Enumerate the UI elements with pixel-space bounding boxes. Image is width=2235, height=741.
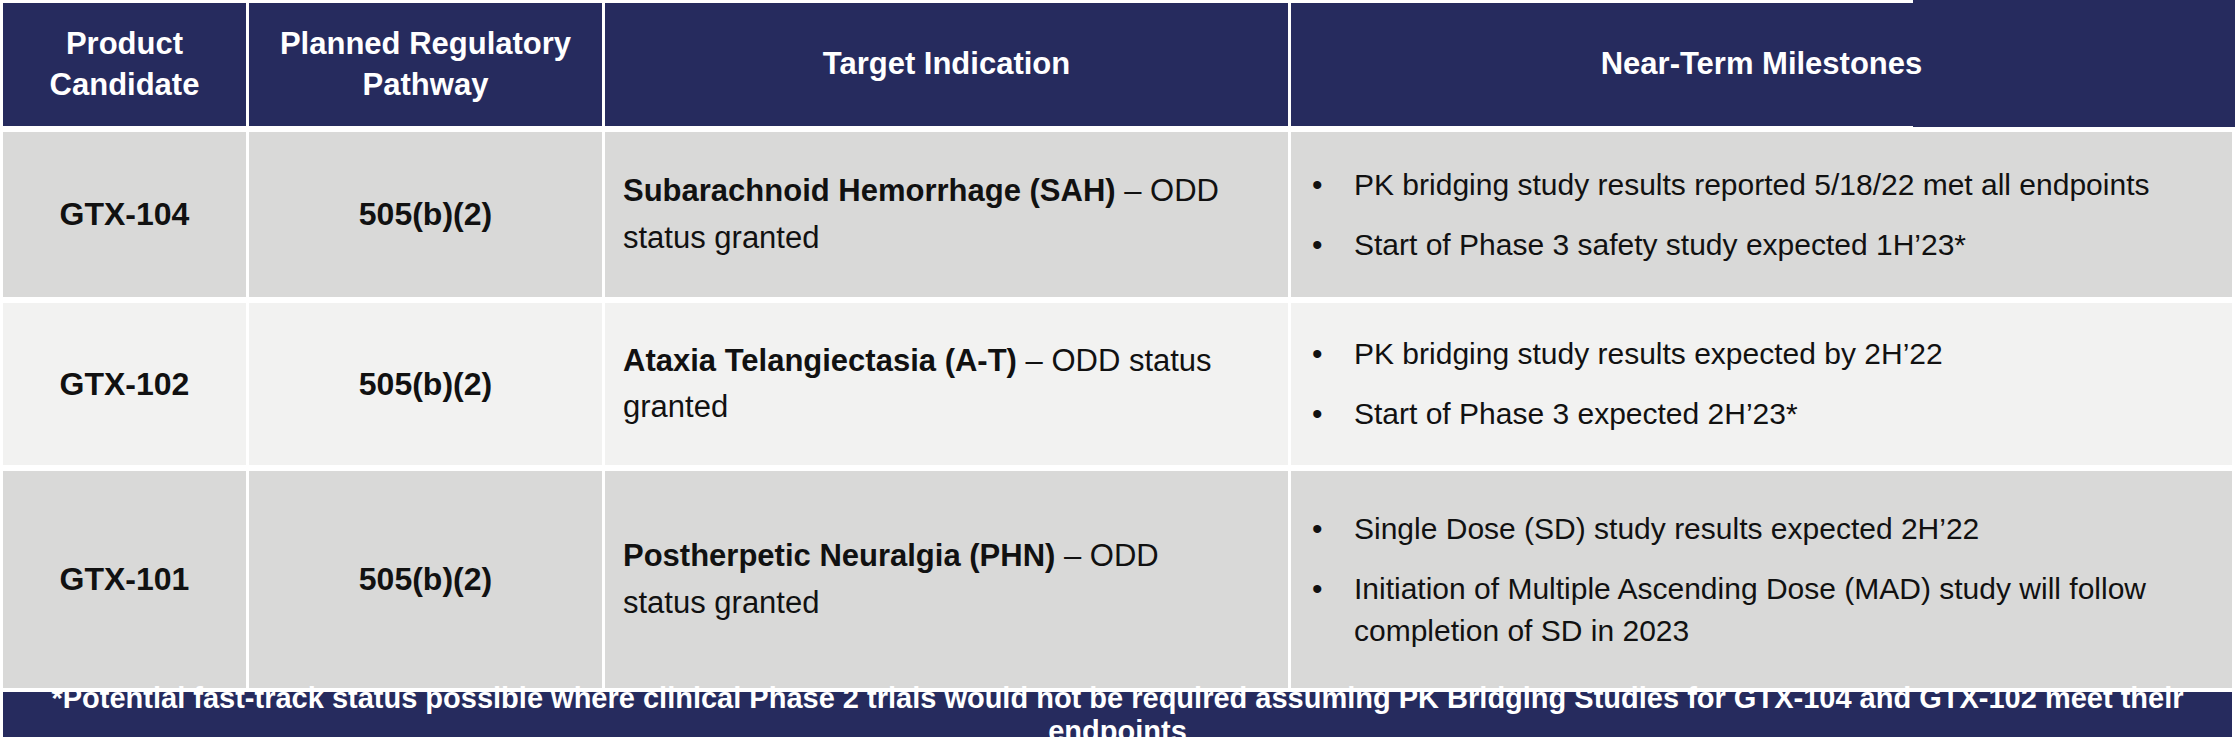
bullet-icon: •	[1306, 333, 1354, 375]
milestone-item: • PK bridging study results expected by …	[1306, 333, 2162, 375]
product-name: GTX-101	[3, 471, 246, 688]
regulatory-pathway: 505(b)(2)	[249, 132, 602, 297]
regulatory-pathway: 505(b)(2)	[249, 303, 602, 465]
indication-name: Postherpetic Neuralgia (PHN)	[623, 538, 1055, 573]
pipeline-table-slide: Product Candidate Planned Regulatory Pat…	[0, 0, 2235, 741]
milestone-text: PK bridging study results reported 5/18/…	[1354, 164, 2149, 206]
milestone-item: • Start of Phase 3 expected 2H’23*	[1306, 393, 2162, 435]
milestone-text: Start of Phase 3 expected 2H’23*	[1354, 393, 1798, 435]
milestone-item: • Single Dose (SD) study results expecte…	[1306, 508, 2162, 550]
milestone-item: • Initiation of Multiple Ascending Dose …	[1306, 568, 2162, 652]
footnote-bar: *Potential fast-track status possible wh…	[3, 692, 2232, 737]
footnote-text: *Potential fast-track status possible wh…	[3, 682, 2232, 741]
milestones-list: • PK bridging study results expected by …	[1291, 303, 2232, 465]
target-indication: Postherpetic Neuralgia (PHN) – ODD statu…	[605, 471, 1288, 688]
milestone-item: • Start of Phase 3 safety study expected…	[1306, 224, 2162, 266]
bullet-icon: •	[1306, 164, 1354, 206]
bullet-icon: •	[1306, 393, 1354, 435]
milestones-list: • PK bridging study results reported 5/1…	[1291, 132, 2232, 297]
indication-name: Ataxia Telangiectasia (A-T)	[623, 343, 1017, 378]
milestone-text: Initiation of Multiple Ascending Dose (M…	[1354, 568, 2162, 652]
bullet-icon: •	[1306, 568, 1354, 652]
header-product-candidate: Product Candidate	[3, 3, 246, 126]
product-name: GTX-104	[3, 132, 246, 297]
product-name: GTX-102	[3, 303, 246, 465]
milestone-item: • PK bridging study results reported 5/1…	[1306, 164, 2162, 206]
header-planned-regulatory-pathway: Planned Regulatory Pathway	[249, 3, 602, 126]
table-row-gtx-104: GTX-104 505(b)(2) Subarachnoid Hemorrhag…	[3, 132, 2232, 297]
milestone-text: Single Dose (SD) study results expected …	[1354, 508, 1979, 550]
header-near-term-milestones: Near-Term Milestones	[1291, 3, 2232, 126]
pipeline-table: Product Candidate Planned Regulatory Pat…	[3, 3, 2232, 737]
bullet-icon: •	[1306, 508, 1354, 550]
milestones-list: • Single Dose (SD) study results expecte…	[1291, 471, 2232, 688]
milestone-text: Start of Phase 3 safety study expected 1…	[1354, 224, 1966, 266]
table-row-gtx-101: GTX-101 505(b)(2) Postherpetic Neuralgia…	[3, 471, 2232, 688]
indication-name: Subarachnoid Hemorrhage (SAH)	[623, 173, 1116, 208]
table-header-row: Product Candidate Planned Regulatory Pat…	[3, 3, 2232, 126]
header-target-indication: Target Indication	[605, 3, 1288, 126]
milestone-text: PK bridging study results expected by 2H…	[1354, 333, 1943, 375]
bullet-icon: •	[1306, 224, 1354, 266]
regulatory-pathway: 505(b)(2)	[249, 471, 602, 688]
table-row-gtx-102: GTX-102 505(b)(2) Ataxia Telangiectasia …	[3, 303, 2232, 465]
target-indication: Ataxia Telangiectasia (A-T) – ODD status…	[605, 303, 1288, 465]
target-indication: Subarachnoid Hemorrhage (SAH) – ODD stat…	[605, 132, 1288, 297]
